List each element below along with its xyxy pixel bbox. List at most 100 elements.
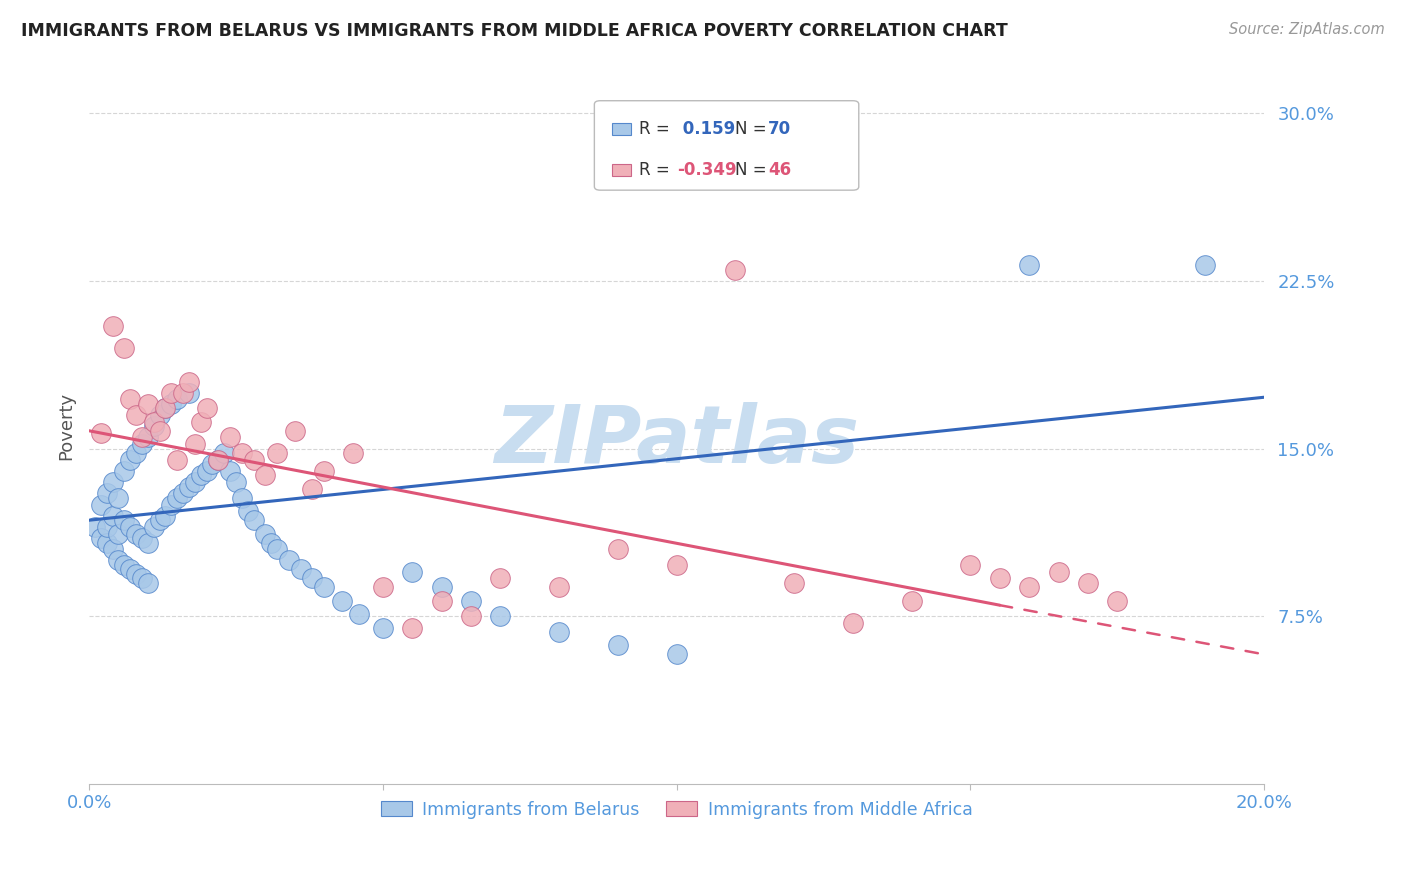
Point <box>101 508 124 523</box>
Point <box>290 562 312 576</box>
Point <box>177 375 200 389</box>
Point <box>142 520 165 534</box>
Point <box>172 486 194 500</box>
Text: R =: R = <box>638 161 675 179</box>
Point <box>177 385 200 400</box>
Point <box>120 520 142 534</box>
Point <box>148 408 170 422</box>
Point <box>1107 593 1129 607</box>
Point <box>107 526 129 541</box>
Point <box>1018 580 1040 594</box>
Text: R =: R = <box>638 120 675 138</box>
Point <box>842 616 865 631</box>
Point <box>142 415 165 429</box>
Text: 70: 70 <box>768 120 792 138</box>
Point <box>606 542 628 557</box>
FancyBboxPatch shape <box>612 123 631 135</box>
Y-axis label: Poverty: Poverty <box>58 392 75 460</box>
Point <box>177 480 200 494</box>
Text: -0.349: -0.349 <box>676 161 737 179</box>
Point <box>260 535 283 549</box>
Point <box>201 458 224 472</box>
Text: 0.159: 0.159 <box>676 120 735 138</box>
Point <box>301 482 323 496</box>
Point <box>96 486 118 500</box>
Point <box>1077 575 1099 590</box>
Text: 46: 46 <box>768 161 792 179</box>
Point <box>301 571 323 585</box>
Point <box>160 385 183 400</box>
Point <box>242 513 264 527</box>
Point <box>349 607 371 621</box>
Point <box>148 513 170 527</box>
Point <box>195 401 218 416</box>
Point <box>190 468 212 483</box>
Point <box>489 609 512 624</box>
Point <box>107 553 129 567</box>
Point <box>96 520 118 534</box>
Point <box>90 425 112 440</box>
Point <box>371 580 394 594</box>
Point <box>101 542 124 557</box>
Point <box>107 491 129 505</box>
Point <box>314 464 336 478</box>
Point <box>190 415 212 429</box>
Point <box>254 468 277 483</box>
Point <box>959 558 981 572</box>
Text: N =: N = <box>735 161 772 179</box>
Point <box>489 571 512 585</box>
Point <box>1194 258 1216 272</box>
Point <box>606 639 628 653</box>
Point <box>284 424 307 438</box>
Point <box>131 531 153 545</box>
Point <box>371 621 394 635</box>
Point <box>120 453 142 467</box>
Point <box>136 575 159 590</box>
Point <box>548 580 571 594</box>
Point <box>160 498 183 512</box>
Point <box>277 553 299 567</box>
Point <box>783 575 806 590</box>
Point <box>988 571 1011 585</box>
Point <box>136 535 159 549</box>
Point <box>330 593 353 607</box>
Point <box>207 453 229 467</box>
Point <box>125 446 148 460</box>
Point <box>90 498 112 512</box>
Text: N =: N = <box>735 120 772 138</box>
Point <box>1047 565 1070 579</box>
Point <box>900 593 922 607</box>
Point <box>254 526 277 541</box>
Point <box>212 446 235 460</box>
Point <box>172 385 194 400</box>
Point <box>665 648 688 662</box>
Point <box>120 562 142 576</box>
Point <box>430 580 453 594</box>
Point <box>125 526 148 541</box>
Point <box>112 341 135 355</box>
Point <box>225 475 247 490</box>
Point <box>84 520 107 534</box>
Point <box>242 453 264 467</box>
Point <box>236 504 259 518</box>
Point <box>342 446 364 460</box>
Point <box>125 408 148 422</box>
Point <box>219 464 242 478</box>
Point <box>112 558 135 572</box>
Point <box>195 464 218 478</box>
Point <box>96 535 118 549</box>
Point <box>131 430 153 444</box>
Point <box>665 558 688 572</box>
Point <box>166 392 188 407</box>
Point <box>548 625 571 640</box>
FancyBboxPatch shape <box>595 101 859 190</box>
Point <box>101 475 124 490</box>
Text: ZIPatlas: ZIPatlas <box>494 401 859 480</box>
Point <box>120 392 142 407</box>
Point <box>207 453 229 467</box>
Point <box>155 508 177 523</box>
Point <box>724 262 747 277</box>
Point <box>101 318 124 333</box>
Point <box>136 430 159 444</box>
Point <box>125 566 148 581</box>
